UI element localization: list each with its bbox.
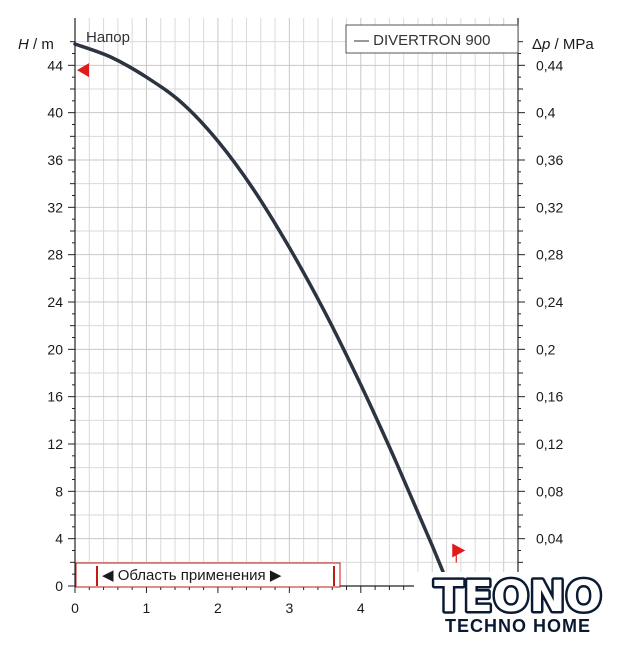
marker-triangle-left	[77, 63, 89, 78]
y-right-prefix: Δ	[532, 36, 542, 53]
application-range-label: ◀ Область применения ▶	[102, 567, 282, 584]
y-axis-right-label: Δp / MPa	[532, 36, 594, 53]
y-left-tick-label: 8	[55, 483, 63, 499]
y-left-tick-label: 36	[47, 152, 63, 168]
application-range: ◀ Область применения ▶	[75, 562, 341, 588]
series-line-divertron	[73, 42, 475, 645]
y-left-tick-label: 16	[47, 389, 63, 405]
marker-triangle-right	[452, 543, 466, 558]
application-range-box	[75, 562, 341, 588]
x-tick-label: 3	[285, 600, 293, 616]
logo-brand-text: TEONO	[434, 572, 602, 622]
grid	[75, 18, 518, 586]
y-right-tick-label: 0,4	[536, 105, 556, 121]
axes: 0481216202428323640440,040,080,120,160,2…	[47, 18, 563, 616]
logo-brand-text-inner: TEONO	[434, 572, 602, 622]
y-left-label-text: H / m	[18, 36, 54, 53]
y-right-unit: / MPa	[550, 36, 594, 53]
x-tick-label: 1	[143, 600, 151, 616]
y-left-tick-label: 20	[47, 341, 63, 357]
y-left-tick-label: 40	[47, 105, 63, 121]
y-left-tick-label: 4	[55, 531, 63, 547]
y-left-tick-label: 0	[55, 578, 63, 594]
curve-layer	[73, 42, 475, 645]
y-left-tick-label: 24	[47, 294, 63, 310]
y-right-label-text: Δp / MPa	[532, 36, 594, 53]
y-right-tick-label: 0,36	[536, 152, 563, 168]
y-left-var: H	[18, 36, 29, 53]
y-right-tick-label: 0,44	[536, 57, 563, 73]
marker-layer	[77, 63, 466, 563]
y-right-tick-label: 0,32	[536, 199, 563, 215]
x-tick-label: 2	[214, 600, 222, 616]
chart-title-text: Напор	[86, 29, 130, 46]
y-right-tick-label: 0,16	[536, 389, 563, 405]
y-right-tick-label: 0,08	[536, 483, 563, 499]
logo-background	[414, 572, 622, 640]
y-right-tick-label: 0,24	[536, 294, 563, 310]
y-right-var: p	[541, 36, 550, 53]
legend: — DIVERTRON 900	[345, 24, 519, 54]
legend-box	[345, 24, 519, 54]
y-right-tick-label: 0,12	[536, 436, 563, 452]
x-tick-label: 0	[71, 600, 79, 616]
x-tick-label: 4	[357, 600, 365, 616]
logo-subtitle: TECHNO HOME	[445, 616, 591, 636]
y-left-unit: / m	[29, 36, 54, 53]
y-left-tick-label: 28	[47, 247, 63, 263]
y-right-tick-label: 0,2	[536, 341, 556, 357]
chart-title: Напор	[86, 29, 130, 46]
legend-entry-divertron: — DIVERTRON 900	[354, 32, 490, 49]
y-left-tick-label: 44	[47, 57, 63, 73]
y-left-tick-label: 32	[47, 199, 63, 215]
y-axis-left-label: H / m	[18, 36, 54, 53]
brand-logo: TEONO TEONO TECHNO HOME	[414, 570, 622, 640]
y-left-tick-label: 12	[47, 436, 63, 452]
y-right-tick-label: 0,28	[536, 247, 563, 263]
y-right-tick-label: 0,04	[536, 531, 563, 547]
